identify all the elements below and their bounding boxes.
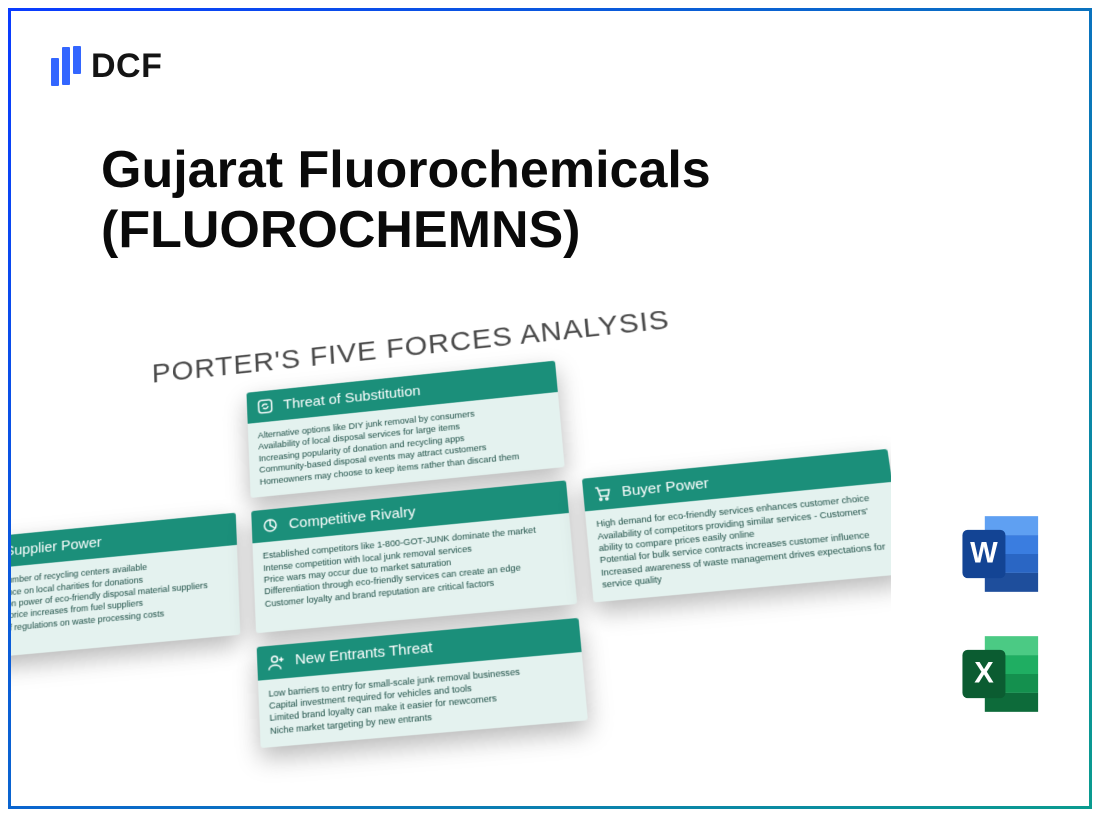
refresh-icon bbox=[256, 397, 274, 415]
brand-logo: DCF bbox=[51, 41, 162, 91]
card-substitution: Threat of Substitution Alternative optio… bbox=[246, 361, 564, 498]
excel-icon: X bbox=[959, 631, 1045, 717]
outer-frame: DCF Gujarat Fluorochemicals (FLUOROCHEMN… bbox=[8, 8, 1092, 809]
svg-text:X: X bbox=[974, 658, 994, 690]
page-title: Gujarat Fluorochemicals (FLUOROCHEMNS) bbox=[101, 141, 711, 261]
card-rivalry: Competitive Rivalry Established competit… bbox=[251, 480, 577, 632]
logo-text: DCF bbox=[91, 47, 162, 86]
diagram-grid: Threat of Substitution Alternative optio… bbox=[11, 327, 891, 773]
card-title: Supplier Power bbox=[11, 534, 102, 559]
person-plus-icon bbox=[267, 652, 286, 671]
app-icons: W X bbox=[959, 511, 1045, 717]
card-title: Competitive Rivalry bbox=[288, 503, 416, 531]
porters-diagram: PORTER'S FIVE FORCES ANALYSIS Threat of … bbox=[11, 311, 891, 774]
pie-icon bbox=[261, 516, 279, 535]
title-line2: (FLUOROCHEMNS) bbox=[101, 201, 581, 259]
word-icon: W bbox=[959, 511, 1045, 597]
logo-bars-icon bbox=[51, 41, 81, 91]
title-line1: Gujarat Fluorochemicals bbox=[101, 141, 711, 199]
cart-icon bbox=[593, 484, 613, 503]
card-supplier: Supplier Power mited number of recycling… bbox=[11, 513, 240, 659]
card-entrants: New Entrants Threat Low barriers to entr… bbox=[257, 618, 588, 749]
card-title: Buyer Power bbox=[621, 475, 710, 500]
diagram-viewport: PORTER'S FIVE FORCES ANALYSIS Threat of … bbox=[11, 311, 891, 831]
svg-text:W: W bbox=[970, 538, 998, 570]
card-title: New Entrants Threat bbox=[295, 639, 434, 668]
card-buyer: Buyer Power High demand for eco-friendly… bbox=[582, 449, 891, 602]
